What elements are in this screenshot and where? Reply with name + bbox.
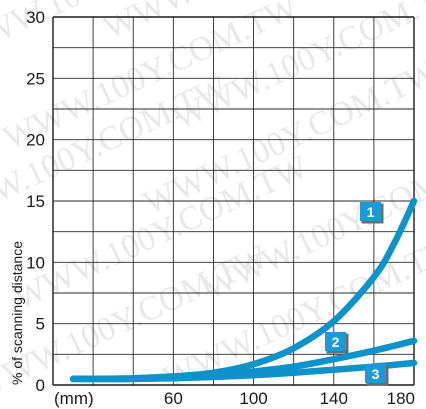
series-badge-3 [365, 364, 386, 383]
series-badges: 1 2 3 [325, 202, 389, 386]
series-badge-label: 2 [332, 334, 340, 350]
x-tick-label: 180 [387, 389, 415, 408]
series-line-3 [69, 359, 418, 383]
x-tick-label: 140 [320, 389, 348, 408]
y-axis-label: % of scanning distance [9, 241, 25, 385]
y-tick-label: 5 [36, 315, 45, 334]
y-axis-ticks: 0 5 10 15 20 25 30 [26, 8, 45, 395]
y-tick-label: 15 [26, 192, 45, 211]
series-badge-label: 3 [372, 366, 380, 382]
series-badge-2 [325, 332, 346, 351]
y-tick-label: 25 [26, 69, 45, 88]
y-tick-label: 10 [26, 253, 45, 272]
y-tick-label: 20 [26, 131, 45, 150]
x-axis-ticks: 60 100 140 180 [164, 389, 415, 408]
series-badge-1 [360, 202, 381, 221]
series-badge-label: 1 [367, 204, 375, 220]
x-tick-label: 60 [164, 389, 183, 408]
y-tick-label: 30 [26, 8, 45, 27]
x-axis-unit-label: (mm) [54, 389, 94, 408]
y-tick-label: 0 [36, 376, 45, 395]
series-lines [69, 197, 418, 383]
x-tick-label: 100 [239, 389, 267, 408]
